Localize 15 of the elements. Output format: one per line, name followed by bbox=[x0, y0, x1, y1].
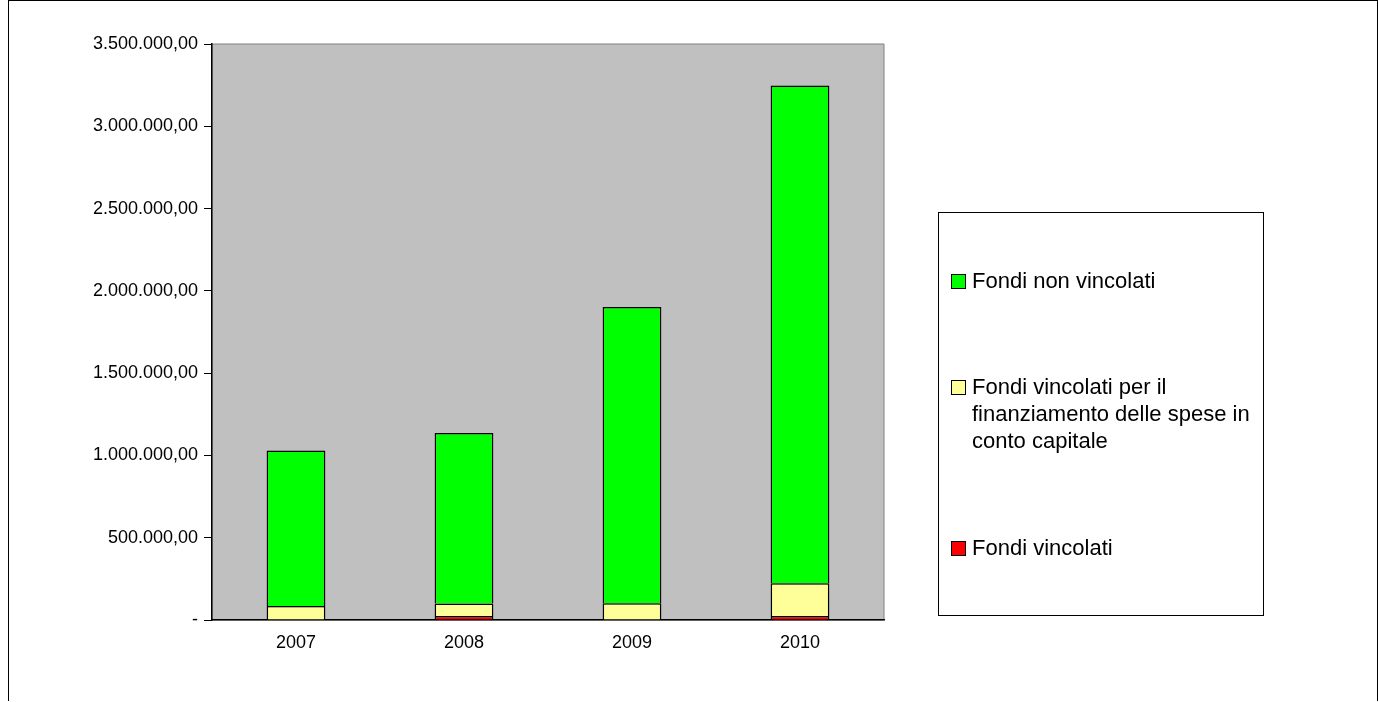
y-tick-label: 3.000.000,00 bbox=[92, 115, 198, 136]
legend-label: Fondi vincolati per il finanziamento delle spese in conto capitale bbox=[972, 373, 1251, 455]
x-tick-label: 2007 bbox=[275, 631, 317, 652]
y-tick-label: 3.500.000,00 bbox=[92, 32, 198, 53]
x-tick-label: 2010 bbox=[779, 631, 821, 652]
y-tick-label: - bbox=[192, 608, 198, 629]
y-tick-label: 500.000,00 bbox=[107, 526, 198, 547]
y-tick-label: 2.500.000,00 bbox=[92, 197, 198, 218]
legend-label: Fondi vincolati bbox=[972, 534, 1113, 562]
x-tick-label: 2008 bbox=[443, 631, 485, 652]
y-tick-label: 1.500.000,00 bbox=[92, 362, 198, 383]
y-tick-label: 2.000.000,00 bbox=[92, 279, 198, 300]
legend-label: Fondi non vincolati bbox=[972, 266, 1156, 294]
y-tick-label: 1.000.000,00 bbox=[92, 444, 198, 465]
x-tick-label: 2009 bbox=[611, 631, 653, 652]
